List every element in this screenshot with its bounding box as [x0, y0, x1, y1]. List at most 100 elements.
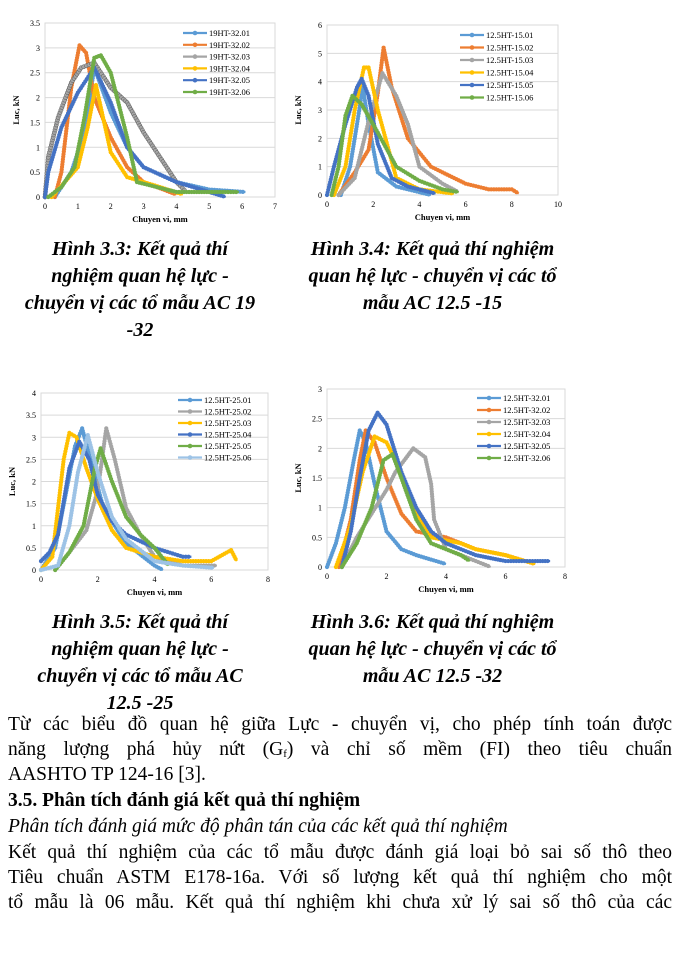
- y-tick-label: 0.5: [26, 544, 36, 553]
- x-tick-label: 8: [563, 572, 567, 581]
- x-tick-label: 1: [76, 202, 80, 211]
- legend-marker: [192, 30, 198, 36]
- figure-caption-3-5: Hình 3.5: Kết quả thí nghiệm quan hệ lực…: [0, 609, 280, 717]
- legend-label: 12.5HT-32.02: [503, 405, 550, 415]
- legend-label: 19HT-32.02: [209, 40, 250, 50]
- data-point: [545, 558, 550, 564]
- paragraph-line: tổ mẫu là 06 mẫu. Kết quả thí nghiệm khi…: [8, 892, 672, 913]
- y-tick-label: 3: [32, 433, 36, 442]
- legend-marker: [469, 57, 475, 63]
- x-tick-label: 8: [266, 575, 270, 584]
- caption-line: quan hệ lực - chuyển vị các tổ: [308, 265, 557, 287]
- legend-marker: [486, 431, 492, 437]
- x-tick-label: 6: [209, 575, 213, 584]
- caption-line: mẫu AC 12.5 -15: [362, 292, 503, 314]
- y-tick-label: 5: [318, 49, 322, 58]
- legend-marker: [469, 95, 475, 100]
- y-tick-label: 2: [318, 444, 322, 453]
- data-point: [486, 563, 491, 569]
- y-tick-label: 1: [318, 163, 322, 172]
- y-tick-label: 2: [32, 478, 36, 487]
- series-12.5HT-15.06: [329, 93, 459, 198]
- x-tick-label: 4: [444, 572, 448, 581]
- y-tick-label: 1.5: [26, 500, 36, 509]
- data-point: [221, 194, 226, 199]
- x-axis-title: Chuyen vi, mm: [132, 214, 188, 224]
- body-text: Từ các biểu đồ quan hệ giữa Lực - chuyển…: [8, 712, 672, 915]
- chart-ac125-15: 0 1 2 3 4 5 6 0 2 4 6 8 10 Chuyen vi, mm Luc, kN 12.5HT…: [290, 0, 580, 232]
- y-tick-label: 0.5: [312, 533, 322, 542]
- legend-marker: [469, 70, 475, 75]
- legend-marker: [192, 42, 198, 48]
- x-axis-title: Chuyen vi, mm: [415, 212, 471, 222]
- legend-label: 19HT-32.04: [209, 63, 251, 73]
- y-tick-label: 0: [318, 563, 322, 572]
- legend-marker: [187, 455, 193, 460]
- y-tick-label: 0.5: [30, 168, 40, 177]
- legend-label: 12.5HT-25.02: [204, 407, 251, 417]
- series-12.5HT-25.06: [38, 432, 215, 573]
- x-tick-label: 3: [142, 202, 146, 211]
- data-point: [158, 566, 163, 571]
- y-tick-label: 3: [318, 385, 322, 394]
- legend-label: 12.5HT-15.05: [486, 80, 533, 90]
- chart-svg: 0 0.5 1 1.5 2 2.5 3 0 2 4 6 8 Chuyen vi, mm Luc, kN 12…: [293, 385, 567, 594]
- series-12.5HT-25.03: [38, 430, 238, 573]
- data-point: [441, 561, 446, 566]
- legend-label: 12.5HT-32.04: [503, 429, 551, 439]
- y-tick-label: 0: [318, 191, 322, 200]
- caption-line: 12.5 -25: [106, 692, 174, 714]
- x-tick-label: 0: [325, 200, 329, 209]
- caption-line: chuyển vị các tổ mẫu AC 19: [24, 292, 256, 314]
- data-point: [240, 189, 245, 194]
- text: ) và chỉ số mềm (FI) theo tiêu chuẩn: [286, 739, 673, 760]
- legend-marker: [486, 443, 492, 449]
- paragraph-line: AASHTO TP 124-16 [3].: [8, 764, 206, 785]
- data-point: [234, 189, 239, 195]
- legend-label: 12.5HT-25.01: [204, 395, 251, 405]
- y-axis-title: Luc, kN: [11, 95, 21, 125]
- legend-marker: [192, 66, 198, 71]
- legend-marker: [192, 77, 198, 83]
- legend-marker: [469, 32, 475, 38]
- legend-label: 12.5HT-15.04: [486, 68, 534, 78]
- series-19HT-32.06: [46, 53, 239, 200]
- x-tick-label: 4: [153, 575, 157, 584]
- data-point: [514, 190, 519, 195]
- legend-marker: [192, 54, 198, 59]
- paragraph-line: năng lượng phá hủy nứt (Gf) và chỉ số mề…: [8, 737, 672, 762]
- legend-marker: [187, 443, 193, 449]
- legend-label: 12.5HT-25.06: [204, 453, 251, 463]
- legend-label: 12.5HT-32.05: [503, 441, 550, 451]
- x-tick-label: 0: [325, 572, 329, 581]
- subscript: f: [283, 748, 287, 760]
- legend-marker: [187, 432, 193, 437]
- y-tick-label: 2: [36, 94, 40, 103]
- chart-svg: 0 1 2 3 4 5 6 0 2 4 6 8 10 Chuyen vi, mm Luc, kN 12.5HT…: [293, 21, 562, 222]
- figure-caption-3-6: Hình 3.6: Kết quả thí nghiệm quan hệ lực…: [290, 609, 575, 690]
- chart-ac19-32: 0 0.5 1 1.5 2 2.5 3 3.5 0 1 2 3 4 5 6 7 Chuyen vi, mm Luc…: [0, 0, 290, 232]
- x-tick-label: 0: [39, 575, 43, 584]
- y-tick-label: 1.5: [312, 474, 322, 483]
- legend-label: 12.5HT-15.06: [486, 93, 533, 103]
- x-tick-label: 10: [554, 200, 562, 209]
- legend-marker: [187, 420, 193, 426]
- caption-line: nghiệm quan hệ lực -: [51, 265, 229, 287]
- legend-marker: [486, 455, 492, 461]
- legend-label: 12.5HT-15.01: [486, 30, 533, 40]
- y-axis-title: Luc, kN: [7, 466, 17, 496]
- x-tick-label: 4: [417, 200, 421, 209]
- series-12.5HT-32.06: [339, 452, 471, 570]
- legend-marker: [187, 409, 193, 414]
- y-tick-label: 1: [318, 504, 322, 513]
- figure-caption-3-4: Hình 3.4: Kết quả thí nghiệm quan hệ lực…: [290, 236, 575, 317]
- data-point: [453, 189, 459, 194]
- x-tick-label: 5: [207, 202, 211, 211]
- legend-label: 12.5HT-15.03: [486, 55, 533, 65]
- caption-line: mẫu AC 12.5 -32: [362, 665, 503, 687]
- legend-marker: [469, 45, 475, 50]
- x-tick-label: 8: [510, 200, 514, 209]
- caption-line: Hình 3.4: Kết quả thí nghiệm: [310, 238, 555, 260]
- legend-label: 12.5HT-25.05: [204, 441, 251, 451]
- data-point: [465, 557, 470, 562]
